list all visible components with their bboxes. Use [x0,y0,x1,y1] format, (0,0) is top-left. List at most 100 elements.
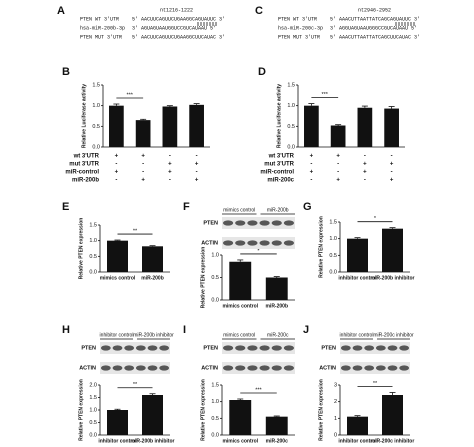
condition-sign: - [391,154,393,160]
condition-sign: - [391,170,393,176]
blot-band [100,345,111,351]
condition-name: wt 3'UTR [73,154,100,160]
condition-sign: + [363,162,367,168]
seq-name: hsa-miR-200c-3p [278,25,323,31]
y-tick-label: 0.0 [89,269,97,275]
blot-band [222,220,234,226]
significance: * [374,216,377,222]
y-tick-label: 3 [334,382,337,388]
y-axis-label: Relative PTEN expression [318,379,324,441]
blot-band [235,240,246,246]
bar [107,410,128,435]
bar [229,400,252,435]
y-tick-label: 1.0 [92,103,100,109]
blot-row: ACTIN [201,365,218,371]
condition-sign: - [115,178,117,184]
y-axis-label: Relative PTEN expression [200,379,206,441]
x-tick-label: miR-200c [266,438,288,444]
y-tick-label: 0.5 [211,275,219,281]
x-tick-label: miR-200b inhibitor [131,438,175,444]
blot-band [247,240,258,246]
significance: ** [373,381,378,387]
condition-sign: + [168,162,172,168]
seq-name: hsa-miR-200b-3p [80,25,125,31]
bar [265,416,288,435]
blot-band [235,345,246,351]
y-tick-label: 0.0 [92,144,100,150]
blot-band [375,345,386,351]
y-axis-label: Relative Luciferase activity [276,84,282,148]
blot-band [247,365,258,371]
blot-bg [100,342,170,354]
blot-bg [340,342,410,354]
y-axis-label: Relative Luciferase activity [81,84,87,148]
panel-label: E [62,201,69,213]
y-tick-label: 1 [334,416,337,422]
condition-name: miR-control [260,170,294,176]
blot-row: PTEN [81,345,96,351]
bar [304,105,319,147]
x-tick-label: miR-200b inhibitor [371,275,415,281]
bar [357,107,373,147]
blot-bg [222,342,295,354]
blot-bg [340,362,410,374]
blot-band [387,345,398,351]
condition-sign: + [195,162,199,168]
blot-group: inhibitor control [100,332,134,338]
blot-band [375,365,386,371]
bar [347,238,368,272]
blot-band [222,345,234,351]
y-tick-label: 0.0 [211,297,219,303]
bar [109,105,124,147]
y-tick-label: 0.5 [92,124,100,130]
panel-label: F [183,201,190,213]
significance: *** [322,92,329,98]
blot-band [100,365,111,371]
panel-label: J [303,324,309,336]
condition-sign: + [141,178,145,184]
bar [382,395,403,435]
bar [135,120,151,147]
condition-sign: + [115,154,119,160]
y-tick-label: 1.0 [211,399,219,405]
condition-sign: + [141,154,145,160]
y-tick-label: 2 [334,399,337,405]
site-label: nt2946-2952 [358,7,391,13]
blot-band [340,365,351,371]
blot-bg [222,362,295,374]
y-axis-label: Relative PTEN expression [318,216,324,278]
condition-name: wt 3'UTR [268,154,295,160]
y-tick-label: 1.0 [89,407,97,413]
blot-band [247,345,258,351]
seq-name: PTEN MUT 3'UTR [278,34,320,40]
seq: 3' AGUAGUAAUGGUCCGUCAUAAU 5' [132,25,216,31]
condition-sign: - [142,162,144,168]
blot-bg [100,362,170,374]
blot-row: ACTIN [79,365,96,371]
y-tick-label: 0.5 [89,254,97,260]
blot-band [340,345,351,351]
bar [265,277,288,300]
blot-band [387,365,398,371]
blot-band [222,365,234,371]
x-tick-label: miR-200b [265,303,288,309]
blot-group: miR-200c [267,332,289,338]
blot-band [235,365,246,371]
blot-row: PTEN [321,345,336,351]
blot-row: ACTIN [201,240,218,246]
blot-band [124,365,135,371]
x-tick-label: miR-200c inhibitor [371,438,415,444]
blot-group: inhibitor control [340,332,374,338]
panel-label: B [62,66,70,78]
condition-name: miR-control [65,170,99,176]
condition-sign: - [337,162,339,168]
condition-sign: + [336,154,340,160]
blot-band [159,365,170,371]
y-axis-label: Relative PTEN expression [200,247,206,309]
y-tick-label: 0.0 [211,432,219,438]
seq: 5' AACUUCAGUUCUGAAGGCAGUAUUC 3' [132,16,225,22]
blot-band [222,240,234,246]
blot-band [271,345,282,351]
blot-group: mimics control [223,332,255,338]
